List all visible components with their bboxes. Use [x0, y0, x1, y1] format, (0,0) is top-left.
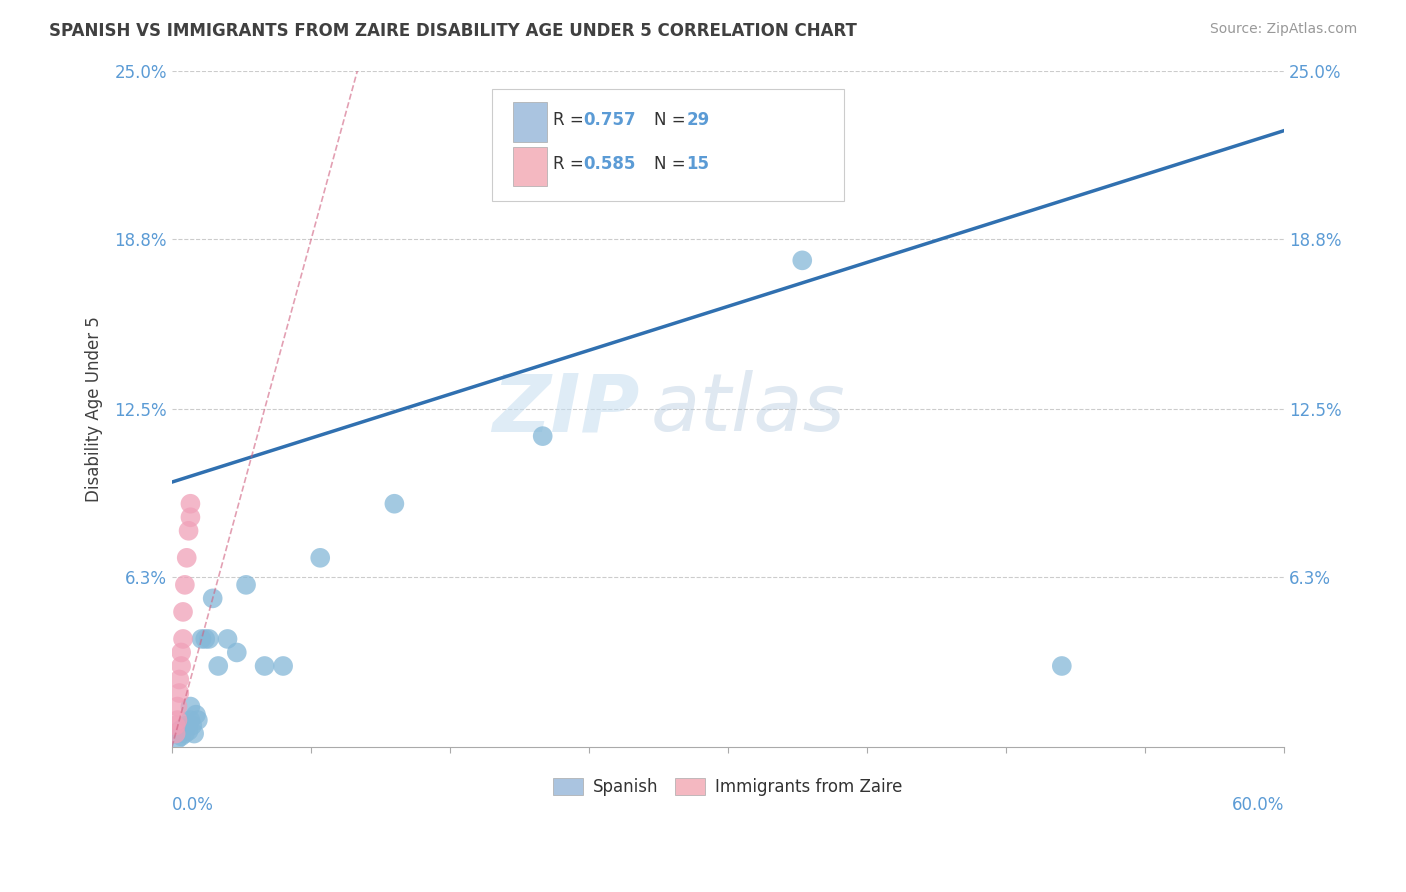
- Point: [169, 686, 191, 700]
- Point: [225, 645, 247, 659]
- Point: [792, 253, 814, 268]
- Point: [173, 726, 195, 740]
- Text: N =: N =: [654, 155, 690, 173]
- Point: [194, 632, 217, 646]
- Point: [190, 632, 212, 646]
- Point: [271, 659, 294, 673]
- Point: [170, 645, 193, 659]
- Point: [176, 550, 198, 565]
- Text: 60.0%: 60.0%: [1232, 796, 1284, 814]
- Point: [179, 510, 201, 524]
- Point: [217, 632, 239, 646]
- Point: [169, 673, 191, 687]
- Text: 0.0%: 0.0%: [172, 796, 214, 814]
- Point: [172, 632, 194, 646]
- Text: 29: 29: [686, 112, 710, 129]
- Point: [166, 713, 188, 727]
- Point: [183, 726, 205, 740]
- Point: [309, 550, 332, 565]
- Text: SPANISH VS IMMIGRANTS FROM ZAIRE DISABILITY AGE UNDER 5 CORRELATION CHART: SPANISH VS IMMIGRANTS FROM ZAIRE DISABIL…: [49, 22, 858, 40]
- Y-axis label: Disability Age Under 5: Disability Age Under 5: [86, 316, 103, 502]
- Point: [165, 718, 187, 732]
- Text: 0.585: 0.585: [583, 155, 636, 173]
- Point: [187, 713, 209, 727]
- Point: [166, 731, 188, 746]
- Point: [172, 721, 194, 735]
- Point: [165, 726, 187, 740]
- Legend: Spanish, Immigrants from Zaire: Spanish, Immigrants from Zaire: [547, 772, 910, 803]
- Text: N =: N =: [654, 112, 690, 129]
- Point: [172, 605, 194, 619]
- Point: [179, 713, 201, 727]
- Point: [1050, 659, 1073, 673]
- Point: [198, 632, 221, 646]
- Point: [170, 729, 193, 743]
- Text: 15: 15: [686, 155, 709, 173]
- Point: [181, 718, 204, 732]
- Point: [170, 659, 193, 673]
- Point: [179, 699, 201, 714]
- Point: [179, 497, 201, 511]
- Point: [165, 726, 187, 740]
- Point: [173, 578, 195, 592]
- Point: [177, 524, 200, 538]
- Point: [253, 659, 276, 673]
- Point: [177, 723, 200, 738]
- Point: [531, 429, 554, 443]
- Text: 0.757: 0.757: [583, 112, 636, 129]
- Point: [201, 591, 224, 606]
- Point: [235, 578, 257, 592]
- Point: [207, 659, 229, 673]
- Text: ZIP: ZIP: [492, 370, 640, 448]
- Text: R =: R =: [553, 155, 589, 173]
- Text: atlas: atlas: [650, 370, 845, 448]
- Point: [176, 718, 198, 732]
- Point: [382, 497, 405, 511]
- Text: Source: ZipAtlas.com: Source: ZipAtlas.com: [1209, 22, 1357, 37]
- Text: R =: R =: [553, 112, 589, 129]
- Point: [184, 707, 207, 722]
- Point: [169, 723, 191, 738]
- Point: [166, 699, 188, 714]
